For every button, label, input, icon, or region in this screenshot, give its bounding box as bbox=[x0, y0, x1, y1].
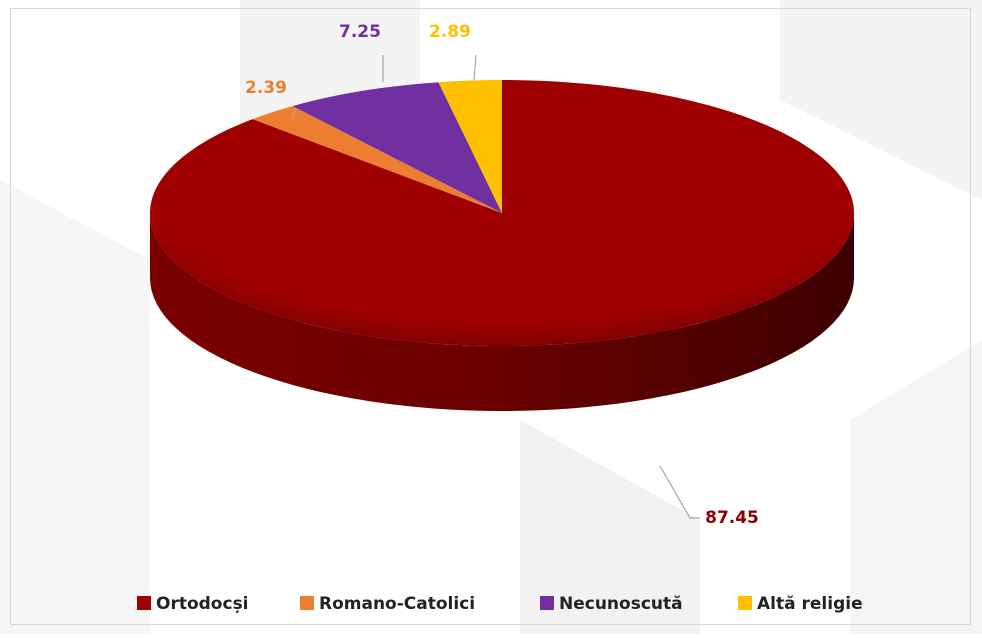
data-label: 7.25 bbox=[339, 22, 381, 42]
leader-line bbox=[659, 465, 700, 519]
legend-marker bbox=[540, 596, 554, 610]
legend-marker bbox=[300, 596, 314, 610]
chart-border bbox=[10, 8, 971, 625]
legend-label: Necunoscută bbox=[559, 594, 683, 614]
legend-label: Altă religie bbox=[757, 594, 863, 614]
bg-shape bbox=[520, 420, 700, 634]
legend-marker bbox=[137, 596, 151, 610]
bg-shape bbox=[850, 340, 982, 634]
top-shade bbox=[150, 80, 854, 346]
data-label: 87.45 bbox=[705, 508, 759, 528]
leader-line bbox=[291, 107, 297, 119]
legend-label: Ortodocși bbox=[156, 594, 249, 614]
data-label: 2.39 bbox=[245, 78, 287, 98]
data-label: 2.89 bbox=[429, 22, 471, 42]
leader-line bbox=[473, 54, 477, 81]
legend-marker bbox=[738, 596, 752, 610]
bg-shape bbox=[0, 180, 150, 634]
legend-label: Romano-Catolici bbox=[319, 594, 475, 614]
bg-shape bbox=[780, 0, 982, 200]
slice-side bbox=[150, 213, 854, 411]
